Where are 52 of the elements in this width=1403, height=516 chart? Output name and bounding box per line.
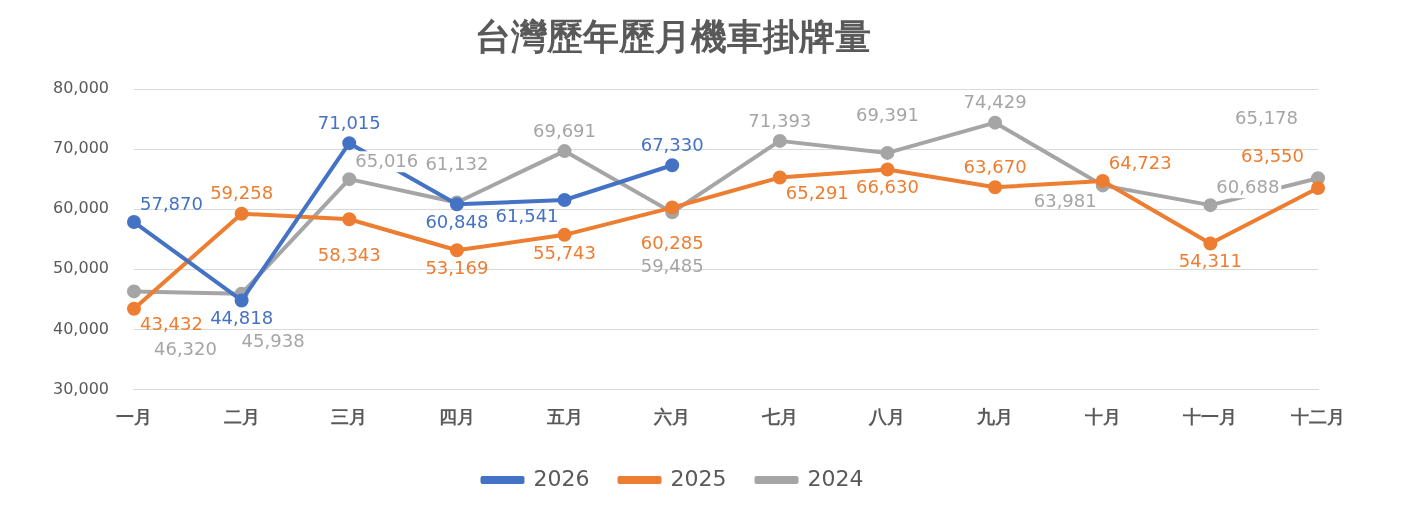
x-tick-label: 九月 — [976, 405, 1014, 427]
data-label: 71,015 — [317, 111, 381, 133]
data-label: 66,630 — [855, 176, 919, 198]
x-tick-label: 二月 — [223, 405, 260, 427]
x-tick-label: 五月 — [545, 405, 583, 427]
x-tick-label: 六月 — [653, 405, 691, 427]
data-label: 60,285 — [640, 232, 704, 254]
y-tick-label: 30,000 — [53, 378, 109, 398]
data-label: 65,178 — [1235, 106, 1298, 128]
data-label: 74,429 — [963, 91, 1027, 113]
data-label: 63,670 — [963, 155, 1027, 177]
data-label: 60,848 — [425, 210, 489, 232]
legend-label: 2025 — [670, 465, 727, 491]
x-tick-label: 七月 — [760, 405, 798, 427]
data-label: 67,330 — [640, 133, 704, 155]
data-label: 55,743 — [533, 241, 597, 263]
data-label: 69,691 — [533, 119, 597, 141]
y-tick-label: 60,000 — [53, 198, 109, 218]
data-label: 45,938 — [241, 330, 305, 352]
data-label: 61,132 — [425, 153, 489, 175]
data-label: 43,432 — [139, 313, 203, 335]
x-tick-label: 八月 — [868, 405, 906, 427]
x-tick-label: 十月 — [1083, 405, 1121, 427]
data-label: 57,870 — [139, 192, 203, 214]
x-tick-label: 十二月 — [1290, 405, 1345, 427]
legend-label: 2024 — [807, 465, 864, 491]
y-tick-label: 70,000 — [53, 138, 109, 158]
data-label: 53,169 — [425, 256, 489, 278]
data-label: 71,393 — [748, 109, 812, 131]
data-label: 65,016 — [355, 149, 419, 171]
data-label: 59,485 — [640, 255, 704, 277]
data-label: 64,723 — [1108, 151, 1172, 173]
data-label: 65,291 — [785, 182, 849, 204]
data-label: 63,550 — [1241, 144, 1304, 166]
y-tick-label: 50,000 — [53, 258, 109, 278]
data-label: 60,688 — [1216, 175, 1280, 197]
data-label: 59,258 — [210, 182, 274, 204]
x-tick-label: 十一月 — [1182, 405, 1238, 427]
y-tick-label: 40,000 — [53, 318, 109, 338]
data-label: 46,320 — [153, 338, 217, 360]
y-tick-label: 80,000 — [53, 78, 109, 98]
data-label: 58,343 — [317, 243, 381, 265]
data-label: 44,818 — [210, 307, 274, 329]
data-label: 61,541 — [495, 204, 559, 226]
x-tick-label: 四月 — [438, 405, 475, 427]
x-tick-label: 三月 — [331, 405, 368, 427]
data-label: 69,391 — [855, 103, 919, 125]
chart-title: 台灣歷年歷月機車掛牌量 — [475, 15, 871, 57]
x-tick-label: 一月 — [115, 405, 152, 427]
data-label: 54,311 — [1178, 250, 1242, 272]
data-label: 63,981 — [1033, 190, 1097, 212]
legend-label: 2026 — [533, 465, 590, 491]
